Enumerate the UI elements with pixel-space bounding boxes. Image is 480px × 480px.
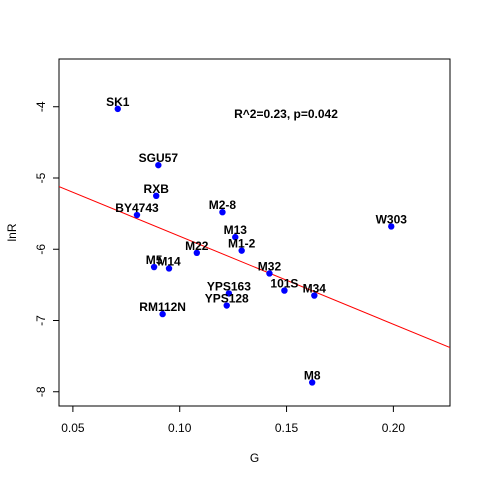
data-point (153, 192, 160, 200)
data-point (165, 265, 173, 272)
point-label: M14 (157, 254, 181, 268)
y-tick-label: -8 (34, 386, 48, 397)
point-label: M5 (146, 253, 163, 267)
point-label: M13 (224, 223, 248, 237)
x-axis-title: G (250, 451, 259, 465)
data-point (219, 208, 226, 216)
data-point (238, 247, 245, 254)
y-axis-title: lnR (5, 223, 19, 241)
x-tick-label: 0.05 (61, 421, 85, 435)
x-tick-label: 0.20 (382, 421, 406, 435)
data-point (266, 270, 273, 277)
data-point (155, 161, 162, 169)
point-label: M1-2 (228, 237, 256, 251)
data-point (225, 290, 233, 297)
point-label: M2-8 (209, 198, 237, 212)
x-axis: 0.05 0.10 0.15 0.20 (61, 405, 406, 435)
data-point (193, 249, 201, 257)
point-label: BY4743 (115, 201, 159, 215)
point-label: M34 (303, 282, 327, 296)
point-label: SGU57 (139, 151, 179, 165)
point-label: 101S (270, 277, 298, 291)
point-label: W303 (376, 212, 408, 226)
point-label: RM112N (139, 300, 186, 314)
point-label: RXB (144, 182, 170, 196)
data-point (159, 310, 166, 318)
y-axis: -8 -7 -6 -5 -4 (34, 101, 60, 397)
data-point (150, 263, 158, 271)
point-label: YPS128 (205, 292, 249, 306)
point-label: M22 (185, 239, 209, 253)
data-point (133, 211, 141, 219)
data-point (223, 302, 230, 309)
x-tick-label: 0.15 (275, 421, 299, 435)
point-label: M8 (304, 368, 321, 382)
x-tick-label: 0.10 (168, 421, 192, 435)
data-point (232, 233, 239, 241)
data-point (311, 292, 318, 299)
y-tick-label: -7 (34, 315, 48, 326)
y-tick-label: -6 (34, 244, 48, 255)
point-label: M32 (258, 259, 282, 273)
data-point (114, 105, 121, 113)
data-point (388, 223, 395, 230)
regression-line (59, 186, 450, 349)
regression-layer (59, 186, 450, 349)
y-tick-label: -4 (34, 101, 48, 112)
point-label: SK1 (106, 95, 130, 109)
data-point (281, 287, 288, 294)
data-point (308, 379, 316, 386)
y-tick-label: -5 (34, 172, 48, 183)
stats-annotation: R^2=0.23, p=0.042 (234, 107, 338, 121)
point-label: YPS163 (207, 279, 251, 293)
